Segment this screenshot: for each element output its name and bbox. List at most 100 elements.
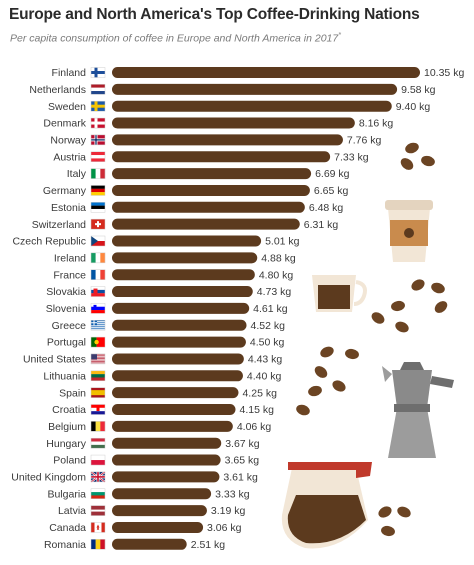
lithuania-flag — [90, 370, 106, 382]
value-label: 4.40 kg — [247, 370, 282, 382]
moka-pot-icon — [382, 362, 454, 458]
switzerland-flag — [90, 218, 106, 230]
bar-row-portugal: Portugal 4.50 kg — [47, 336, 285, 349]
value-label: 3.67 kg — [225, 438, 260, 450]
bar-row-united-states: United States 4.43 kg — [23, 353, 282, 366]
country-label: Croatia — [52, 404, 86, 416]
country-label: Poland — [53, 455, 86, 467]
bar — [112, 252, 258, 264]
country-label: Bulgaria — [47, 488, 86, 500]
romania-flag — [90, 539, 106, 550]
france-flag — [90, 269, 106, 280]
slovenia-flag — [90, 303, 106, 314]
bar — [112, 319, 247, 331]
bar-row-croatia: Croatia 4.15 kg — [52, 404, 274, 416]
united-states-flag — [90, 353, 106, 365]
country-label: Denmark — [43, 118, 86, 130]
bar-row-greece: Greece 4.52 kg — [52, 319, 285, 332]
hungary-flag — [90, 437, 106, 449]
germany-flag — [90, 185, 106, 196]
bar — [112, 168, 312, 180]
country-label: Greece — [52, 320, 87, 332]
country-label: Italy — [67, 168, 87, 180]
value-label: 9.40 kg — [396, 101, 431, 113]
bar-row-sweden: Sweden 9.40 kg — [48, 100, 431, 113]
bar-row-slovenia: Slovenia 4.61 kg — [46, 302, 288, 315]
bar-row-france: France 4.80 kg — [53, 269, 293, 281]
country-label: Lithuania — [43, 370, 86, 382]
value-label: 9.58 kg — [401, 84, 436, 96]
bar — [112, 521, 204, 533]
country-label: Switzerland — [32, 219, 86, 231]
bar-row-spain: Spain 4.25 kg — [59, 387, 277, 399]
bar — [112, 454, 221, 466]
value-label: 4.73 kg — [257, 286, 292, 298]
country-label: Spain — [59, 387, 86, 399]
bar-row-italy: Italy 6.69 kg — [67, 168, 350, 180]
country-label: Estonia — [51, 202, 86, 214]
value-label: 7.76 kg — [347, 135, 382, 147]
bar — [112, 387, 239, 399]
norway-flag — [90, 134, 106, 146]
bar-row-slovakia: Slovakia 4.73 kg — [46, 286, 291, 298]
bar — [112, 201, 305, 213]
bar-row-lithuania: Lithuania 4.40 kg — [43, 370, 282, 382]
value-label: 3.06 kg — [207, 522, 242, 534]
finland-flag — [90, 67, 106, 78]
bar — [112, 302, 250, 314]
bar-row-canada: Canada 3.06 kg — [49, 521, 242, 534]
value-label: 5.01 kg — [265, 236, 300, 248]
bar — [112, 100, 392, 112]
value-label: 6.31 kg — [304, 219, 339, 231]
bar-row-norway: Norway 7.76 kg — [50, 134, 382, 147]
coffee-beans-icon — [296, 142, 448, 537]
bar-row-bulgaria: Bulgaria 3.33 kg — [47, 488, 250, 500]
country-label: Norway — [50, 135, 86, 147]
value-label: 6.69 kg — [315, 168, 350, 180]
country-label: United States — [23, 354, 86, 366]
value-label: 4.80 kg — [259, 269, 294, 281]
united-kingdom-flag — [90, 471, 106, 483]
chart-subtitle: Per capita consumption of coffee in Euro… — [10, 32, 341, 45]
bar — [112, 235, 262, 247]
ireland-flag — [90, 252, 106, 264]
bar-row-hungary: Hungary 3.67 kg — [46, 437, 260, 450]
country-label: Belgium — [48, 421, 86, 433]
bar — [112, 336, 246, 348]
value-label: 3.19 kg — [211, 505, 246, 517]
bar-rows: Finland 10.35 kg Netherlands 9.58 kg Sweden 9… — [11, 67, 464, 551]
latvia-flag — [90, 505, 106, 516]
country-label: Finland — [52, 67, 87, 79]
espresso-cup-icon — [312, 275, 367, 312]
bar-row-poland: Poland 3.65 kg — [53, 454, 260, 467]
austria-flag — [90, 151, 106, 162]
bar — [112, 67, 420, 78]
bar-row-ireland: Ireland 4.88 kg — [54, 252, 296, 264]
czech-republic-flag — [90, 235, 106, 247]
bar-row-denmark: Denmark 8.16 kg — [43, 117, 393, 130]
value-label: 4.50 kg — [250, 337, 285, 349]
belgium-flag — [90, 421, 106, 432]
spain-flag — [90, 387, 106, 398]
slovakia-flag — [90, 286, 106, 297]
bar-row-finland: Finland 10.35 kg — [52, 67, 464, 79]
country-label: Ireland — [54, 252, 86, 264]
country-label: Canada — [49, 522, 86, 534]
country-label: Slovakia — [46, 286, 86, 298]
bar-row-austria: Austria 7.33 kg — [53, 151, 369, 163]
value-label: 6.65 kg — [314, 185, 349, 197]
country-label: Romania — [44, 539, 86, 551]
bar — [112, 269, 255, 281]
value-label: 3.65 kg — [225, 455, 260, 467]
value-label: 3.33 kg — [215, 488, 250, 500]
canada-flag — [90, 522, 106, 533]
paper-coffee-cup-icon — [385, 200, 433, 262]
country-label: Portugal — [47, 337, 86, 349]
value-label: 4.88 kg — [261, 252, 296, 264]
bar — [112, 117, 355, 129]
italy-flag — [90, 168, 106, 179]
country-label: Sweden — [48, 101, 86, 113]
country-label: Latvia — [58, 505, 86, 517]
bar — [112, 471, 220, 483]
